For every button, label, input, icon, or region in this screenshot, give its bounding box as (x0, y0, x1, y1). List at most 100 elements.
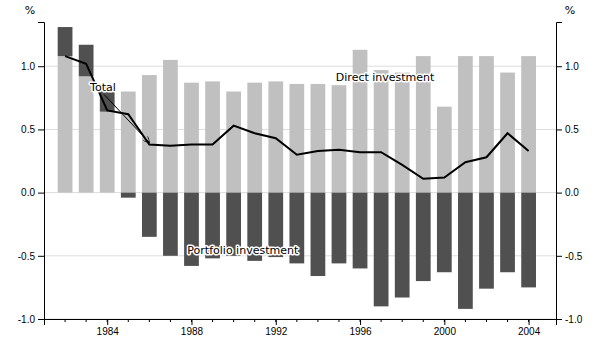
x-minor-tick (107, 319, 108, 322)
y-tick-mark (556, 193, 562, 194)
x-axis-line (45, 320, 557, 326)
y-tick-label: -1.0 (18, 314, 36, 325)
y-tick-label: 1.0 (565, 61, 579, 72)
x-minor-tick (381, 319, 382, 322)
x-minor-tick (65, 319, 66, 322)
x-minor-tick (360, 319, 361, 322)
bar (374, 193, 389, 307)
x-tick: 1992 (265, 319, 288, 337)
bar (100, 112, 115, 193)
x-tick-mark (107, 319, 108, 325)
y-tick: -1.0 (18, 314, 44, 325)
y-tick-label: 0.0 (565, 187, 579, 198)
x-minor-tick (465, 319, 466, 322)
bar (142, 193, 157, 237)
x-minor-tick (128, 319, 129, 322)
bar (458, 56, 473, 192)
bar (205, 81, 220, 192)
series-label: Direct investment (336, 71, 435, 84)
bar (500, 193, 515, 273)
y2-axis-label: % (565, 4, 575, 17)
x-minor-tick (212, 319, 213, 322)
y-tick-mark (38, 129, 44, 130)
x-minor-tick (254, 319, 255, 322)
y-tick-mark (556, 129, 562, 130)
bar-series (58, 50, 536, 193)
x-tick-mark (191, 319, 192, 325)
x-axis: 1984 1988 1992 1996 2000 2004 (45, 319, 557, 337)
x-minor-tick (296, 319, 297, 322)
chart: Direct investmentPortfolio investmentTot… (0, 0, 600, 343)
bar (79, 45, 94, 77)
x-minor-tick (486, 319, 487, 322)
x-tick-label: 2004 (518, 326, 541, 337)
bar (247, 83, 262, 193)
x-tick: 2004 (518, 319, 541, 337)
bar (163, 193, 178, 256)
bar (395, 73, 410, 193)
bar (437, 107, 452, 193)
x-minor-tick (149, 319, 150, 322)
y-axis-label: % (25, 4, 35, 17)
bar (353, 193, 368, 269)
x-tick-label: 1988 (181, 326, 204, 337)
y-tick: 1.0 (21, 61, 44, 72)
annotation-arrow (104, 94, 149, 142)
bar-series (58, 27, 536, 309)
x-minor-tick (528, 319, 529, 322)
bar (374, 70, 389, 193)
y-tick-mark (38, 256, 44, 257)
y-tick-mark (556, 319, 562, 320)
y-tick: 0.0 (21, 187, 44, 198)
y-tick-label: -0.5 (18, 251, 36, 262)
x-tick-mark (444, 319, 445, 325)
marks (58, 27, 536, 309)
y-tick-label: -0.5 (565, 251, 583, 262)
bar (458, 193, 473, 309)
x-minor-tick (170, 319, 171, 322)
y-tick: -1.0 (556, 314, 583, 325)
x-tick: 2000 (434, 319, 457, 337)
y-tick: -0.5 (18, 251, 44, 262)
x-minor-tick (338, 319, 339, 322)
x-tick-label: 1996 (349, 326, 372, 337)
bar (479, 56, 494, 192)
bar (521, 56, 536, 192)
bar (311, 84, 326, 193)
series-label: Portfolio investment (187, 244, 299, 257)
y-tick-mark (556, 66, 562, 67)
x-minor-tick (275, 319, 276, 322)
bar (521, 193, 536, 288)
x-minor-tick (423, 319, 424, 322)
line (65, 56, 529, 179)
bar (311, 193, 326, 276)
x-minor-tick (507, 319, 508, 322)
bar (58, 27, 73, 56)
x-tick: 1984 (97, 319, 120, 337)
bar (289, 84, 304, 193)
x-tick: 1996 (349, 319, 372, 337)
bar (226, 92, 241, 193)
x-minor-tick (86, 319, 87, 322)
bar (437, 193, 452, 273)
x-minor-tick (191, 319, 192, 322)
y-tick: 0.5 (556, 124, 579, 135)
y-axis-line (557, 23, 563, 320)
bar (395, 193, 410, 298)
y-tick: 0.5 (21, 124, 44, 135)
x-tick-label: 1984 (97, 326, 120, 337)
y-tick-mark (38, 193, 44, 194)
y-axis-line (38, 23, 45, 320)
y-tick-mark (556, 256, 562, 257)
x-tick-mark (276, 319, 277, 325)
x-tick-label: 2000 (434, 326, 457, 337)
bar (184, 83, 199, 193)
y-tick: 1.0 (556, 61, 579, 72)
bar (163, 60, 178, 193)
y-tick: -0.5 (556, 251, 583, 262)
x-tick: 1988 (181, 319, 204, 337)
bar (332, 193, 347, 264)
series-labels: Direct investmentPortfolio investmentTot… (89, 71, 435, 256)
bar (121, 92, 136, 193)
y-tick-mark (38, 66, 44, 67)
